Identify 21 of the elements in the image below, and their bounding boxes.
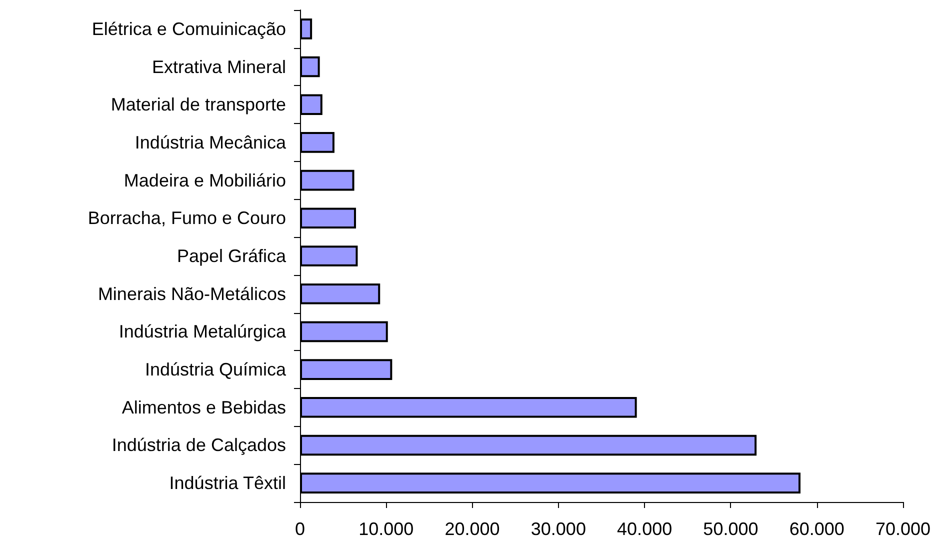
y-tick-label: Indústria Têxtil xyxy=(169,473,286,494)
y-tick-label: Elétrica e Comuinicação xyxy=(92,18,286,39)
y-tick-label: Borracha, Fumo e Couro xyxy=(88,208,286,228)
x-tick-label: 20.000 xyxy=(444,519,500,539)
y-tick-label: Papel Gráfica xyxy=(176,246,287,266)
y-tick-label: Madeira e Mobiliário xyxy=(124,170,286,190)
y-tick-label: Material de transporte xyxy=(110,94,286,115)
y-tick-label: Indústria Metalúrgica xyxy=(118,322,287,342)
x-tick-label: 50.000 xyxy=(703,519,758,539)
y-tick-label: Indústria Mecânica xyxy=(134,132,287,152)
x-tick-label: 60.000 xyxy=(789,519,844,539)
y-tick-label: Alimentos e Bebidas xyxy=(122,397,286,418)
y-tick-label: Indústria Química xyxy=(144,360,287,380)
x-tick-label: 0 xyxy=(294,519,306,539)
x-tick-label: 30.000 xyxy=(530,519,586,539)
x-tick-label: 40.000 xyxy=(617,519,672,539)
y-tick-label: Indústria de Calçados xyxy=(112,435,286,456)
y-tick-label: Minerais Não-Metálicos xyxy=(98,284,286,304)
x-tick-label: 10.000 xyxy=(358,519,414,539)
y-tick-label: Extrativa Mineral xyxy=(152,56,286,77)
x-tick-label: 70.000 xyxy=(875,519,931,539)
